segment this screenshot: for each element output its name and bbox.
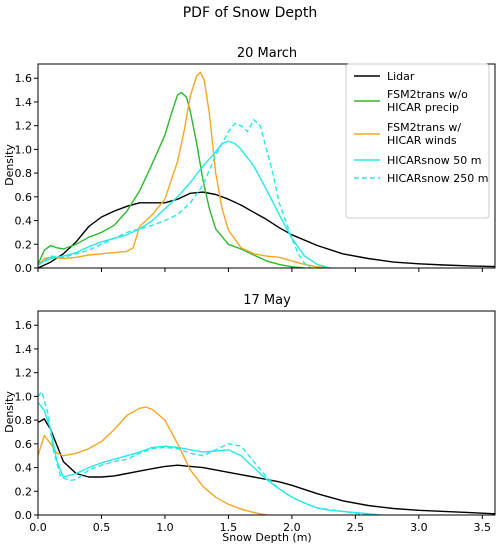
y-tick-label-march: 1.0 bbox=[15, 143, 33, 156]
series-line-hicarsnow-50-m-march bbox=[38, 140, 331, 268]
series-line-fsm2trans-w-hicar-winds-march bbox=[38, 71, 331, 268]
y-tick-label-march: 1.6 bbox=[15, 72, 33, 85]
series-line-hicarsnow-250-m-march bbox=[38, 119, 312, 268]
legend-label-hicar-50m: HICARsnow 50 m bbox=[387, 154, 482, 167]
series-line-lidar-may bbox=[38, 418, 495, 515]
series-line-hicarsnow-250-m-may bbox=[38, 391, 369, 515]
y-tick-label-may: 1.4 bbox=[15, 343, 33, 356]
y-tick-label-march: 0.2 bbox=[15, 238, 33, 251]
legend: Lidar FSM2trans w/o HICAR precip FSM2tra… bbox=[345, 63, 490, 219]
y-tick-label-may: 0.2 bbox=[15, 485, 33, 498]
y-axis-label-march: Density bbox=[3, 144, 16, 186]
figure-suptitle: PDF of Snow Depth bbox=[183, 5, 318, 21]
y-tick-label-march: 1.4 bbox=[15, 96, 33, 109]
y-tick-label-may: 1.0 bbox=[15, 390, 33, 403]
legend-label-fsm2-no-precip: FSM2trans w/o HICAR precip bbox=[387, 88, 471, 114]
legend-label-lidar: Lidar bbox=[387, 70, 415, 83]
x-tick-label-may: 0.0 bbox=[29, 521, 47, 534]
x-tick-label-may: 0.5 bbox=[93, 521, 111, 534]
legend-label-hicar-250m: HICARsnow 250 m bbox=[387, 172, 489, 185]
y-tick-label-may: 0.8 bbox=[15, 414, 33, 427]
y-tick-label-march: 1.2 bbox=[15, 120, 33, 133]
x-tick-label-may: 2.0 bbox=[283, 521, 301, 534]
y-tick-label-march: 0.0 bbox=[15, 262, 33, 275]
chart-title-march: 20 March bbox=[237, 46, 297, 61]
series-group-may bbox=[38, 391, 495, 515]
y-tick-label-may: 0.0 bbox=[15, 509, 33, 522]
chart-panel-may: 17 May Density Snow Depth (m) 0.00.20.40… bbox=[3, 293, 496, 544]
x-tick-label-may: 2.5 bbox=[347, 521, 365, 534]
plot-frame-may bbox=[37, 310, 496, 516]
plot-frame-march bbox=[37, 63, 496, 269]
y-tick-label-may: 1.6 bbox=[15, 319, 33, 332]
x-tick-label-may: 1.0 bbox=[156, 521, 174, 534]
legend-box bbox=[345, 63, 490, 219]
legend-label-fsm2-winds: FSM2trans w/ HICAR winds bbox=[387, 121, 465, 147]
x-tick-label-may: 3.0 bbox=[410, 521, 428, 534]
x-axis-label: Snow Depth (m) bbox=[222, 531, 311, 544]
y-tick-label-may: 0.4 bbox=[15, 462, 33, 475]
y-tick-label-may: 0.6 bbox=[15, 438, 33, 451]
series-line-lidar-march bbox=[38, 191, 495, 268]
y-tick-label-march: 0.8 bbox=[15, 167, 33, 180]
series-line-fsm2trans-w-o-hicar-precip-march bbox=[38, 91, 305, 268]
y-axis-label-may: Density bbox=[3, 391, 16, 433]
legend-label-fsm2-winds-line-2: HICAR winds bbox=[387, 134, 457, 147]
y-tick-label-march: 0.4 bbox=[15, 215, 33, 228]
series-line-fsm2trans-w-hicar-winds-may bbox=[38, 406, 267, 515]
legend-label-fsm2-winds-line-1: FSM2trans w/ bbox=[387, 121, 461, 134]
y-tick-label-march: 0.6 bbox=[15, 191, 33, 204]
series-group-march bbox=[38, 71, 495, 268]
series-line-hicarsnow-50-m-may bbox=[38, 401, 381, 515]
y-tick-label-may: 1.2 bbox=[15, 367, 33, 380]
legend-label-fsm2-no-precip-line-2: HICAR precip bbox=[387, 101, 459, 114]
axes-march: 0.0 0.2 0.4 0.6 0.8 1.0 1.2 1.4 1.6 bbox=[15, 63, 496, 275]
x-tick-label-may: 1.5 bbox=[220, 521, 238, 534]
chart-panel-march: 20 March Density 0.0 0.2 0.4 0.6 0.8 1.0 1.2 1.… bbox=[3, 46, 496, 275]
chart-title-may: 17 May bbox=[243, 293, 291, 308]
axes-may: 0.0 0.2 0.4 0.6 0.8 1.0 1.2 1.4 1.6 0.0 0.5 1.0 1.5 2… bbox=[15, 310, 496, 534]
x-tick-label-may: 3.5 bbox=[474, 521, 492, 534]
legend-label-fsm2-no-precip-line-1: FSM2trans w/o bbox=[387, 88, 468, 101]
